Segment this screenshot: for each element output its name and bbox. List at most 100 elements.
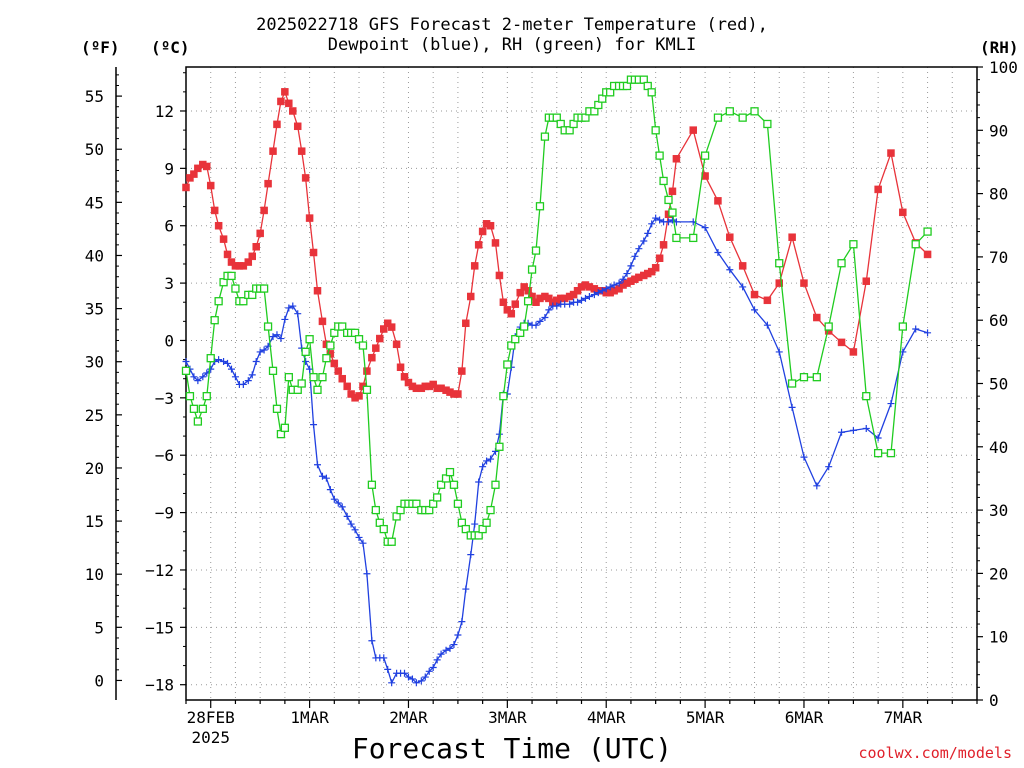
rh-point	[453, 499, 463, 508]
fahrenheit-tick-label: 30	[85, 353, 104, 372]
axes: 129630−3−6−9−12−15−185550454035302520151…	[85, 58, 1018, 747]
celsius-tick-label: −9	[155, 504, 174, 523]
fahrenheit-tick-label: 5	[94, 618, 104, 637]
dewpoint-point	[248, 371, 256, 379]
x-tick-label: 6MAR	[785, 708, 824, 727]
dewpoint-point	[598, 287, 606, 295]
rh-point	[898, 322, 907, 331]
temperature-point	[714, 197, 722, 205]
dewpoint-point	[412, 679, 420, 687]
dewpoint-point	[590, 291, 598, 299]
dewpoint-point	[404, 673, 412, 681]
temperature-point	[813, 313, 821, 322]
dewpoint-point	[631, 252, 639, 260]
temperature-point	[689, 126, 697, 134]
rh-point	[189, 404, 199, 413]
temperature-point	[458, 367, 466, 375]
dewpoint-point	[874, 434, 882, 442]
celsius-tick-label: −15	[145, 618, 174, 637]
dewpoint-point	[648, 220, 656, 228]
temperature-point	[380, 325, 388, 333]
rh-point	[259, 284, 269, 293]
temperature-point	[264, 179, 272, 188]
rh-point	[214, 297, 223, 306]
dewpoint-point	[665, 218, 673, 226]
rh-unit-label: (RH)	[980, 38, 1019, 57]
rh-point	[849, 240, 858, 249]
dewpoint-point	[408, 675, 416, 683]
temperature-point	[334, 367, 343, 375]
fahrenheit-tick-label: 20	[85, 459, 104, 478]
temperature-point	[520, 283, 528, 291]
rh-point	[775, 259, 784, 268]
dewpoint-point	[495, 430, 503, 438]
rh-tick-label: 20	[989, 564, 1008, 583]
temperature-point	[862, 277, 871, 285]
rh-point	[862, 392, 871, 401]
temperature-point	[503, 306, 512, 314]
rh-tick-label: 90	[989, 121, 1008, 140]
rh-point	[206, 354, 215, 363]
dewpoint-point	[368, 637, 376, 645]
dewpoint-point	[326, 486, 334, 494]
temperature-point	[301, 174, 310, 182]
temperature-point	[214, 221, 223, 230]
dewpoint-point	[277, 335, 285, 343]
dewpoint-point	[182, 358, 190, 366]
dewpoint-point	[458, 618, 466, 626]
fahrenheit-tick-label: 15	[85, 512, 104, 531]
dewpoint-point	[606, 283, 614, 291]
dewpoint-point	[541, 314, 549, 322]
dewpoint-point	[421, 673, 429, 681]
rh-point	[309, 373, 318, 382]
dewpoint-point	[269, 333, 277, 341]
temperature-point	[387, 323, 396, 331]
temperature-point	[569, 290, 578, 299]
dewpoint-point	[838, 428, 846, 436]
dewpoint-point	[751, 306, 759, 314]
temperature-point	[318, 317, 327, 326]
dewpoint-point	[429, 663, 437, 671]
rh-point	[272, 404, 282, 413]
rh-point	[198, 404, 207, 413]
rh-point	[305, 335, 314, 344]
dewpoint-point	[260, 346, 268, 354]
temperature-point	[269, 147, 277, 155]
dewpoint-point	[578, 296, 585, 304]
rh-point	[763, 119, 772, 129]
temperature-point	[194, 164, 202, 173]
dewpoint-point	[363, 570, 371, 578]
dewpoint-point	[359, 539, 367, 547]
dewpoint-point	[619, 275, 627, 283]
dewpoint-point	[483, 457, 491, 465]
temperature-point	[309, 248, 318, 257]
dewpoint-point	[215, 356, 223, 364]
temperature-point	[651, 264, 660, 272]
temperature-point	[668, 187, 677, 196]
temperature-point	[293, 122, 302, 131]
dewpoint-point	[887, 400, 895, 408]
dewpoint-point	[194, 377, 202, 385]
dewpoint-point	[190, 373, 198, 381]
rh-point	[527, 265, 537, 274]
rh-point	[672, 233, 681, 243]
rh-point	[461, 524, 470, 534]
dewpoint-point	[615, 279, 623, 287]
rh-point	[837, 259, 846, 268]
temperature-point	[338, 374, 346, 383]
rh-point	[750, 107, 759, 116]
dewpoint-point	[924, 329, 932, 337]
temperature-point	[899, 208, 907, 217]
dewpoint-point	[553, 302, 561, 310]
temperature-point	[429, 380, 437, 389]
temperature-point	[763, 296, 772, 305]
temperature-point	[368, 353, 376, 362]
temperature-point	[750, 290, 759, 299]
temperature-point	[511, 300, 520, 308]
celsius-tick-label: 12	[155, 102, 174, 121]
fahrenheit-tick-label: 25	[85, 406, 104, 425]
temperature-point	[659, 241, 668, 249]
dewpoint-point	[475, 478, 483, 486]
rh-point	[231, 284, 240, 293]
rh-point	[371, 505, 380, 515]
